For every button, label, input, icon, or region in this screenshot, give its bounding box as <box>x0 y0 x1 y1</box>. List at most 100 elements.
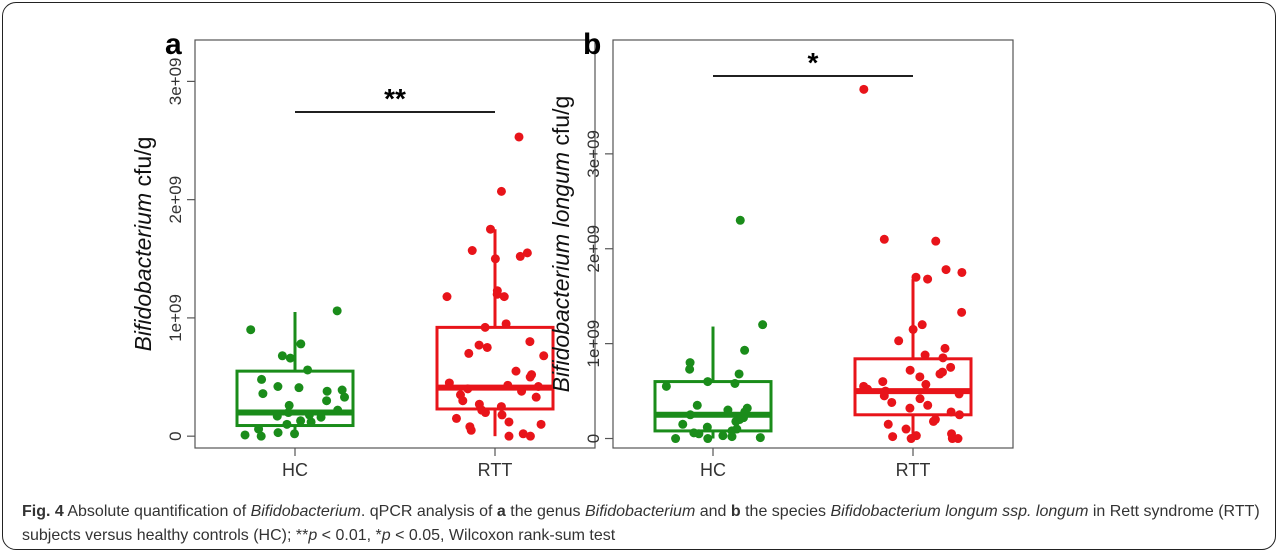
data-point <box>954 410 964 420</box>
data-point <box>905 403 915 413</box>
data-point <box>514 132 524 142</box>
data-point <box>755 433 765 443</box>
data-point <box>906 434 916 444</box>
data-point <box>894 336 904 346</box>
data-point <box>758 320 768 330</box>
data-point <box>661 381 671 391</box>
data-point <box>497 410 507 420</box>
data-point <box>496 186 506 196</box>
data-point <box>940 343 950 353</box>
data-point <box>285 353 295 363</box>
data-point <box>908 324 918 334</box>
data-point <box>273 428 283 438</box>
caption-text-1-italic: Bifidobacterium <box>250 503 361 520</box>
data-point <box>947 434 957 444</box>
data-point <box>504 417 514 427</box>
data-point <box>921 379 931 389</box>
data-point <box>954 389 964 399</box>
data-point <box>480 408 490 418</box>
caption-text-5: the species <box>740 503 831 520</box>
data-point <box>515 251 525 261</box>
data-point <box>467 246 477 256</box>
data-point <box>466 425 476 435</box>
panel-label: a <box>165 28 182 61</box>
data-point <box>685 364 695 374</box>
y-tick-label: 1e+09 <box>166 294 185 342</box>
y-tick-label: 2e+09 <box>166 176 185 224</box>
box-iqr <box>435 325 555 411</box>
data-point <box>879 234 889 244</box>
data-point <box>463 384 473 394</box>
data-point <box>901 424 911 434</box>
y-axis-label: Bifidobacterium cfu/g <box>130 137 156 352</box>
data-point <box>322 386 332 396</box>
data-point <box>957 267 967 277</box>
caption-label-a: a <box>496 503 506 520</box>
data-point <box>734 369 744 379</box>
panel-a: a 0 1e+09 2e+09 3e+09 Bifidobacterium cfu/g HC… <box>130 28 596 480</box>
data-point <box>702 422 712 432</box>
data-point <box>296 416 306 426</box>
figure-caption: Fig. 4 Absolute quantification of Bifido… <box>22 500 1262 548</box>
x-tick-label: HC <box>282 460 308 480</box>
data-point <box>272 411 282 421</box>
data-point <box>294 383 304 393</box>
data-point <box>282 419 292 429</box>
data-point <box>256 431 266 441</box>
caption-text-8: < 0.05, Wilcoxon rank-sum test <box>390 527 616 544</box>
data-point <box>458 396 468 406</box>
data-point <box>539 351 549 361</box>
data-point <box>727 432 737 442</box>
y-axis-label-unit: cfu/g <box>130 137 156 193</box>
plot-frame <box>612 39 1014 449</box>
data-point <box>340 392 350 402</box>
caption-text-7: < 0.01, * <box>317 527 382 544</box>
data-point <box>284 400 294 410</box>
y-axis-label-unit: cfu/g <box>548 96 574 152</box>
x-tick-label: RTT <box>896 460 931 480</box>
data-point <box>451 413 461 423</box>
data-point <box>718 431 728 441</box>
y-tick-label: 0 <box>584 434 603 443</box>
data-point <box>518 429 528 439</box>
y-tick-label: 3e+09 <box>584 130 603 178</box>
data-point <box>531 392 541 402</box>
data-point <box>957 307 967 317</box>
x-tick-label: HC <box>700 460 726 480</box>
data-point <box>296 339 306 349</box>
data-point <box>935 369 945 379</box>
caption-text-2: . qPCR analysis of <box>360 503 497 520</box>
data-point <box>915 372 925 382</box>
data-point <box>859 84 869 94</box>
data-point <box>671 434 681 444</box>
data-point <box>525 431 535 441</box>
data-point <box>883 419 893 429</box>
data-point <box>525 337 535 347</box>
data-point <box>511 366 521 376</box>
significance-label: ** <box>384 83 406 114</box>
data-point <box>332 306 342 316</box>
data-point <box>923 400 933 410</box>
caption-text-4: and <box>695 503 731 520</box>
data-point <box>337 385 347 395</box>
data-point <box>492 289 502 299</box>
data-point <box>888 432 898 442</box>
data-point <box>442 292 452 302</box>
data-point <box>931 236 941 246</box>
data-point <box>306 417 316 427</box>
data-point <box>303 365 313 375</box>
y-tick-label: 0 <box>166 431 185 440</box>
x-tick-label: RTT <box>478 460 513 480</box>
data-point <box>946 362 956 372</box>
data-point <box>290 429 300 439</box>
data-point <box>920 350 930 360</box>
data-point <box>499 292 509 302</box>
y-tick-label: 1e+09 <box>584 320 603 368</box>
data-point <box>731 416 741 426</box>
caption-fig-label: Fig. 4 <box>22 503 64 520</box>
data-point <box>316 412 326 422</box>
data-point <box>490 254 500 264</box>
data-point <box>304 410 314 420</box>
data-point <box>946 407 956 417</box>
